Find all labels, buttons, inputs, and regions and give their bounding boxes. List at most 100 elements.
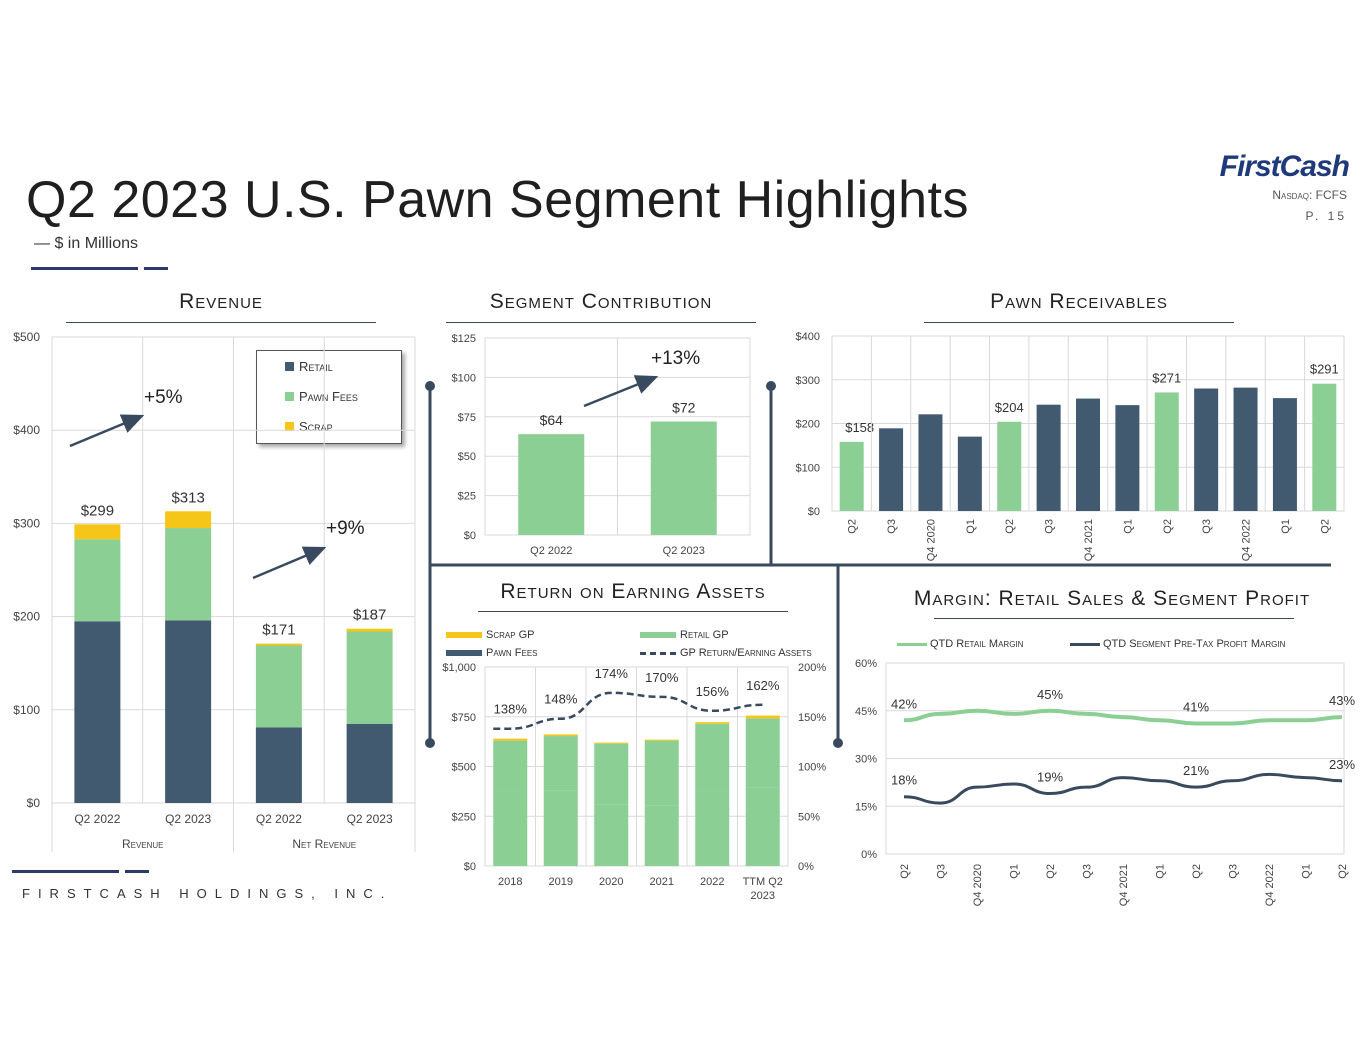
receivables-ytick: $100 bbox=[796, 462, 820, 474]
segment-ytick: $125 bbox=[452, 333, 476, 345]
margin-xtick: Q3 bbox=[1228, 864, 1240, 879]
receivables-bar bbox=[918, 414, 943, 511]
revenue-bar-scrap bbox=[74, 524, 121, 540]
revenue-growth-label: +5% bbox=[144, 387, 183, 408]
legend-swatch bbox=[897, 642, 927, 646]
revenue-xtick: Q2 2022 bbox=[74, 812, 120, 826]
receivables-xtick: Q4 2020 bbox=[925, 519, 937, 561]
revenue-bar-scrap bbox=[165, 511, 212, 529]
roea-bar-retail-gp bbox=[594, 743, 629, 805]
roea-bar-retail-gp bbox=[644, 740, 679, 806]
margin-title: Margin: Retail Sales & Segment Profit bbox=[913, 587, 1311, 610]
roea-ytick-left: $750 bbox=[452, 712, 476, 724]
receivables-xtick: Q2 bbox=[1319, 519, 1331, 534]
revenue-xtick: Q2 2022 bbox=[256, 812, 302, 826]
segment-growth-label: +13% bbox=[651, 348, 700, 369]
revenue-ytick: $400 bbox=[13, 423, 40, 437]
roea-bar-pawn-fees bbox=[644, 805, 679, 866]
receivables-xtick: Q1 bbox=[1280, 519, 1292, 534]
firstcash-logo: FirstCash bbox=[1219, 150, 1350, 183]
legend-swatch bbox=[285, 422, 294, 431]
revenue-bar-pawn-fees bbox=[255, 645, 302, 728]
margin-xtick: Q3 bbox=[936, 864, 948, 879]
revenue-bar-scrap bbox=[255, 643, 302, 646]
receivables-value-label: $158 bbox=[845, 420, 874, 435]
revenue-total-label: $299 bbox=[81, 502, 114, 519]
margin-xtick: Q2 bbox=[1337, 864, 1349, 879]
legend-swatch bbox=[1070, 642, 1100, 646]
revenue-xtick: Q2 2023 bbox=[165, 812, 211, 826]
roea-bar-scrap-gp bbox=[695, 722, 730, 724]
receivables-bar bbox=[1194, 388, 1219, 511]
title-underline-short bbox=[144, 267, 168, 270]
margin-retail-line bbox=[903, 708, 1343, 726]
roea-return-line bbox=[493, 691, 763, 730]
revenue-title-line bbox=[66, 322, 376, 323]
revenue-bar-pawn-fees bbox=[165, 528, 212, 621]
revenue-group-label: Net Revenue bbox=[292, 837, 356, 851]
page-number: P. 15 bbox=[1305, 209, 1347, 223]
roea-bar-retail-gp bbox=[745, 718, 780, 788]
margin-xtick: Q3 bbox=[1082, 864, 1094, 879]
divider-node bbox=[425, 381, 435, 391]
receivables-xtick: Q2 bbox=[1004, 519, 1016, 534]
segment-ytick: $50 bbox=[458, 451, 476, 463]
margin-profit-label: 21% bbox=[1183, 763, 1209, 778]
roea-ytick-right: 100% bbox=[798, 762, 826, 774]
segment-xtick: Q2 2023 bbox=[663, 545, 705, 557]
segment-contribution-title: Segment Contribution bbox=[489, 290, 713, 313]
company-footer: FIRSTCASH HOLDINGS, INC. bbox=[22, 886, 393, 901]
roea-bar-pawn-fees bbox=[543, 790, 578, 866]
legend-label: QTD Retail Margin bbox=[930, 638, 1024, 650]
receivables-xtick: Q1 bbox=[965, 519, 977, 534]
revenue-total-label: $313 bbox=[171, 489, 204, 506]
legend-label: Retail GP bbox=[680, 629, 729, 641]
receivables-bar bbox=[1312, 383, 1337, 511]
roea-xtick: 2021 bbox=[650, 876, 674, 888]
roea-bar-scrap-gp bbox=[543, 734, 578, 737]
roea-xtick: 2019 bbox=[549, 876, 573, 888]
segment-ytick: $0 bbox=[464, 530, 476, 542]
segment-ytick: $75 bbox=[458, 412, 476, 424]
margin-retail-label: 42% bbox=[891, 696, 917, 711]
revenue-total-label: $187 bbox=[353, 607, 386, 624]
divider-node bbox=[766, 381, 776, 391]
roea-legend-scrap: Scrap GP bbox=[446, 629, 535, 641]
legend-label: Pawn Fees bbox=[486, 647, 538, 659]
revenue-ytick: $500 bbox=[13, 330, 40, 344]
legend-swatch bbox=[446, 650, 482, 656]
revenue-bar-retail bbox=[346, 723, 393, 803]
receivables-xtick: Q2 bbox=[847, 519, 859, 534]
divider-node bbox=[833, 738, 843, 748]
margin-xtick: Q4 2022 bbox=[1264, 864, 1276, 906]
receivables-bar bbox=[839, 441, 864, 511]
margin-xtick: Q1 bbox=[1009, 864, 1021, 879]
roea-bar-retail-gp bbox=[493, 740, 528, 792]
roea-xtick: 2020 bbox=[599, 876, 623, 888]
roea-ytick-left: $500 bbox=[452, 762, 476, 774]
page-subtitle: — $ in Millions bbox=[34, 235, 139, 252]
roea-legend-retail: Retail GP bbox=[640, 629, 729, 641]
roea-bar-scrap-gp bbox=[745, 715, 780, 719]
receivables-xtick: Q4 2022 bbox=[1241, 519, 1253, 561]
revenue-growth-arrow bbox=[69, 414, 145, 448]
segment-ytick: $25 bbox=[458, 491, 476, 503]
roea-bar-scrap-gp bbox=[644, 739, 679, 741]
roea-ytick-left: $250 bbox=[452, 811, 476, 823]
roea-xtick: 2022 bbox=[700, 876, 724, 888]
segment-bar bbox=[518, 434, 585, 535]
margin-xtick: Q4 2021 bbox=[1118, 864, 1130, 906]
roea-xtick: 2023 bbox=[751, 890, 775, 902]
revenue-xtick: Q2 2023 bbox=[347, 812, 393, 826]
ticker: Nasdaq: FCFS bbox=[1272, 188, 1347, 202]
revenue-bar-pawn-fees bbox=[74, 539, 121, 622]
roea-title: Return on Earning Assets bbox=[500, 580, 766, 603]
roea-line-label: 156% bbox=[696, 684, 730, 699]
revenue-bar-pawn-fees bbox=[346, 631, 393, 724]
receivables-value-label: $291 bbox=[1310, 362, 1339, 377]
margin-profit-label: 19% bbox=[1037, 770, 1063, 785]
net-revenue-growth-arrow bbox=[252, 546, 327, 580]
roea-bar-retail-gp bbox=[543, 736, 578, 791]
receivables-title-line bbox=[924, 322, 1234, 323]
